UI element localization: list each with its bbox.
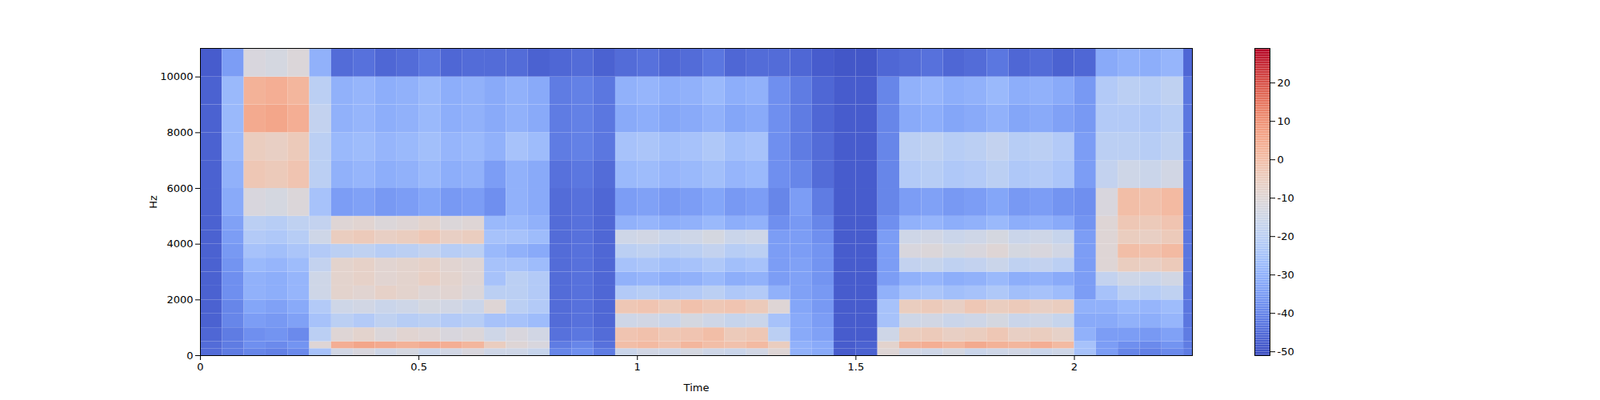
svg-text:4000: 4000: [166, 237, 193, 250]
svg-text:1: 1: [634, 360, 641, 373]
svg-text:10000: 10000: [160, 70, 193, 83]
svg-text:2000: 2000: [166, 293, 193, 306]
svg-text:2: 2: [1071, 360, 1078, 373]
svg-text:-20: -20: [1277, 230, 1295, 243]
svg-text:20: 20: [1277, 76, 1292, 89]
svg-text:-10: -10: [1277, 192, 1295, 204]
svg-text:10: 10: [1277, 115, 1292, 128]
svg-text:0: 0: [196, 360, 204, 373]
svg-text:1.5: 1.5: [848, 360, 865, 373]
svg-text:8000: 8000: [166, 126, 193, 139]
svg-text:-30: -30: [1277, 268, 1295, 281]
svg-text:6000: 6000: [166, 182, 193, 195]
svg-text:0: 0: [1277, 153, 1284, 166]
svg-text:-40: -40: [1277, 307, 1295, 320]
svg-text:-50: -50: [1277, 345, 1295, 358]
svg-text:Hz: Hz: [147, 195, 160, 209]
svg-text:0: 0: [186, 349, 193, 362]
svg-text:Time: Time: [683, 381, 710, 394]
svg-text:0.5: 0.5: [410, 360, 428, 373]
